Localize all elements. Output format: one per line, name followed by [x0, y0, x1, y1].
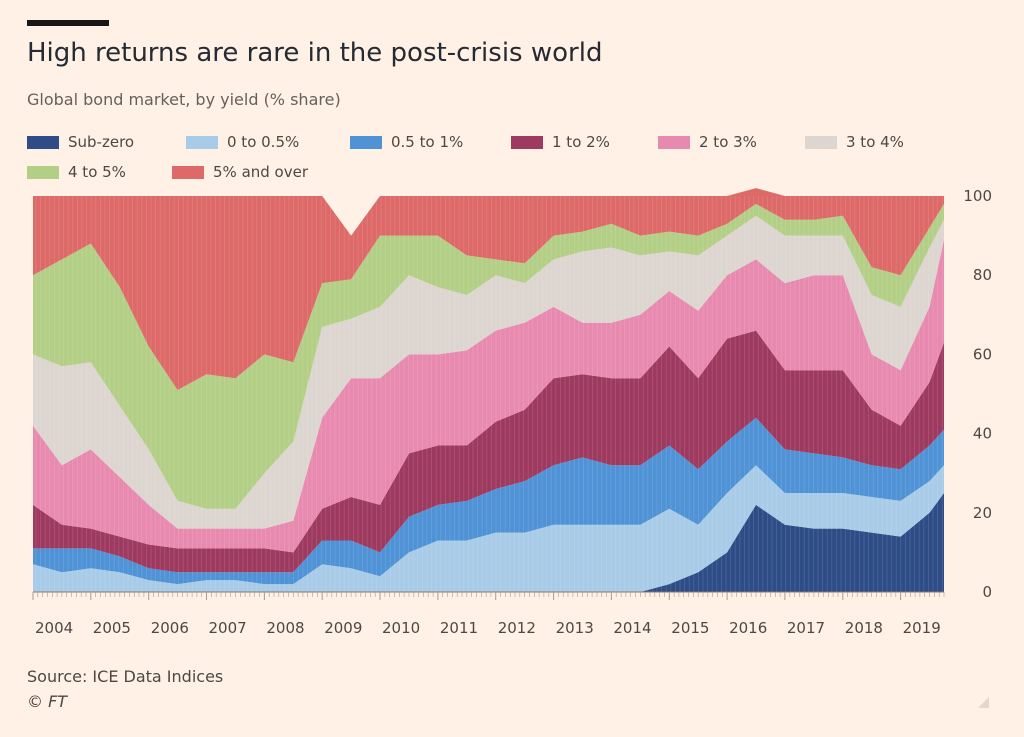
- x-tick-label: 2018: [845, 619, 883, 637]
- legend-label: 1 to 2%: [552, 133, 610, 151]
- area-sub-zero: [33, 493, 944, 592]
- area-2-to-3: [33, 239, 944, 553]
- legend-item-0-5-to-1: 0.5 to 1%: [350, 131, 463, 153]
- y-tick-label: 40: [973, 425, 992, 443]
- x-tick-label: 2016: [729, 619, 767, 637]
- legend-item-0-to-0-5: 0 to 0.5%: [186, 131, 299, 153]
- area-1-to-2: [33, 330, 944, 573]
- legend-swatch: [511, 135, 543, 149]
- source-note: Source: ICE Data Indices: [27, 667, 224, 686]
- legend-label: 2 to 3%: [699, 133, 757, 151]
- chart-subtitle: Global bond market, by yield (% share): [27, 90, 341, 109]
- x-tick-label: 2010: [382, 619, 420, 637]
- legend-item-1-to-2: 1 to 2%: [511, 131, 610, 153]
- area-0-5-to-1: [33, 417, 944, 585]
- x-tick-label: 2013: [556, 619, 594, 637]
- x-tick-label: 2012: [498, 619, 536, 637]
- x-tick-label: 2007: [209, 619, 247, 637]
- legend-swatch: [27, 135, 59, 149]
- bar-texture: [35, 196, 943, 592]
- header-rule: [27, 20, 109, 26]
- x-tick-label: 2006: [151, 619, 189, 637]
- x-tick-label: 2009: [324, 619, 362, 637]
- y-tick-label: 60: [973, 345, 992, 363]
- legend-label: Sub-zero: [68, 133, 135, 151]
- legend-item-sub-zero: Sub-zero: [27, 131, 134, 153]
- legend-swatch: [27, 165, 59, 179]
- y-tick-label: 0: [982, 583, 992, 601]
- y-tick-label: 80: [973, 266, 992, 284]
- legend-label: 0.5 to 1%: [391, 133, 464, 151]
- area-4-to-5: [33, 203, 944, 509]
- stacked-area-chart: 2004 2005 2006 2007 2008 2009 2010 2011 2012 2013…: [32, 187, 992, 637]
- legend-swatch: [186, 135, 218, 149]
- legend-item-3-to-4: 3 to 4%: [805, 131, 904, 153]
- legend-label: 5% and over: [213, 163, 309, 181]
- legend-item-5-and-over: 5% and over: [172, 161, 308, 183]
- resize-corner-icon: [978, 697, 989, 708]
- y-tick-label: 20: [973, 504, 992, 522]
- x-tick-label: 2005: [93, 619, 131, 637]
- legend-swatch: [658, 135, 690, 149]
- x-tick-label: 2011: [440, 619, 478, 637]
- legend-item-4-to-5: 4 to 5%: [27, 161, 126, 183]
- legend-swatch: [172, 165, 204, 179]
- legend-swatch: [350, 135, 382, 149]
- x-tick-label: 2017: [787, 619, 825, 637]
- chart-title: High returns are rare in the post-crisis…: [27, 38, 603, 68]
- x-tick-label: 2014: [613, 619, 651, 637]
- legend-swatch: [805, 135, 837, 149]
- area-layers: [33, 188, 944, 592]
- x-tick-label: 2004: [35, 619, 73, 637]
- legend-label: 3 to 4%: [846, 133, 904, 151]
- legend-label: 0 to 0.5%: [227, 133, 300, 151]
- legend-item-2-to-3: 2 to 3%: [658, 131, 757, 153]
- copyright-note: © FT: [27, 692, 68, 711]
- legend-label: 4 to 5%: [68, 163, 126, 181]
- y-tick-label: 100: [963, 187, 992, 205]
- x-tick-label: 2019: [903, 619, 941, 637]
- area-0-to-0-5: [33, 465, 944, 592]
- x-tick-label: 2015: [671, 619, 709, 637]
- x-tick-label: 2008: [266, 619, 304, 637]
- area-5-and-over: [33, 188, 944, 390]
